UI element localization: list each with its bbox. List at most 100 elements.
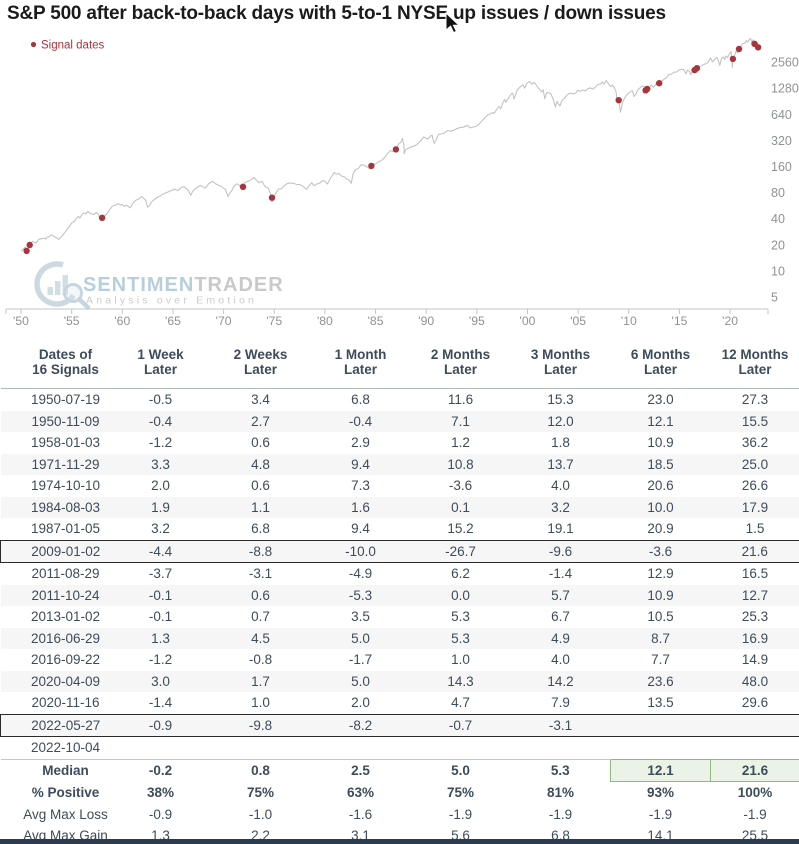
table-cell: 4.9	[551, 630, 570, 646]
table-cell: 0.6	[251, 435, 270, 451]
table-cell: 4.7	[451, 695, 470, 711]
y-axis-label: 1280	[771, 82, 799, 96]
table-cell: -3.1	[510, 713, 611, 737]
x-axis-label: '00	[520, 314, 536, 328]
table-row: 1971-11-29 3.3 4.8 9.4 10.8 13.7 18.5 25.0	[0, 453, 799, 475]
table-cell: -0.8	[248, 652, 273, 668]
table-cell: -0.7	[410, 713, 511, 737]
table-cell: 1.1	[251, 499, 270, 515]
signal-returns-table: Dates of 1 Week 2 Weeks 1 Month 2 Months 3 Mo…	[0, 340, 799, 844]
table-row: 1950-11-09 -0.4 2.7 -0.4 7.1 12.0 12.1 15.5	[0, 410, 799, 432]
column-header: Later	[410, 362, 511, 389]
table-row: 2022-10-04	[1, 737, 799, 760]
signal-date-cell: 2013-01-02	[30, 609, 101, 625]
table-cell: 0.8	[210, 758, 311, 782]
summary-row-median: Median -0.2 0.8 2.5 5.0 5.3 12.1 21.6	[0, 758, 799, 782]
table-cell: -1.2	[148, 435, 173, 451]
watermark-bar	[47, 287, 53, 295]
table-cell: 25.3	[741, 609, 769, 625]
table-cell: 0.7	[251, 609, 270, 625]
table-cell: 19.1	[547, 521, 574, 537]
x-axis-label: '85	[368, 314, 384, 328]
table-cell: 12.1	[647, 413, 674, 429]
table-cell: 1.2	[451, 435, 470, 451]
x-axis-label: '10	[621, 314, 637, 328]
table-cell: 5.3	[510, 758, 611, 782]
table-cell: 12.9	[647, 566, 674, 582]
table-row: 1987-01-05 3.2 6.8 9.4 15.2 19.1 20.9 1.5	[1, 518, 799, 540]
x-axis-label: '90	[418, 314, 434, 328]
watermark-bar	[62, 275, 68, 295]
signal-dot-legend-icon	[30, 41, 37, 48]
table-row: 2013-01-02 -0.1 0.7 3.5 5.3 6.7 10.5 25.3	[1, 606, 799, 628]
watermark-brand: SENTIMENTRADER	[83, 274, 284, 296]
table-cell: -1.6	[348, 806, 373, 822]
signal-date-cell: 2011-10-24	[31, 587, 100, 603]
table-cell: -9.6	[510, 539, 611, 563]
table-cell: -0.5	[148, 392, 173, 408]
table-row: 1958-01-03 -1.2 0.6 2.9 1.2 1.8 10.9 36.2	[1, 432, 799, 454]
column-header: Later	[110, 362, 211, 389]
table-row: 2016-09-22 -1.2 -0.8 -1.7 1.0 4.0 7.7 14.9	[1, 649, 799, 671]
signal-date-cell: 1950-07-19	[30, 392, 101, 408]
column-header: 2 Months	[430, 347, 491, 362]
table-cell: 25.0	[741, 456, 769, 472]
table-cell: -0.4	[348, 413, 373, 429]
signal-date-cell: 2022-10-04	[30, 740, 101, 756]
table-cell: 5.0	[351, 630, 370, 646]
summary-row-pct: % Positive 38% 75% 63% 75% 81% 93% 100%	[1, 782, 799, 804]
table-cell: 26.6	[741, 478, 769, 494]
table-header: Dates of 1 Week 2 Weeks 1 Month 2 Months 3 Mo…	[0, 340, 799, 389]
magnifier-handle	[77, 297, 91, 310]
table-row: 2011-08-29 -3.7 -3.1 -4.9 6.2 -1.4 12.9 16.5	[1, 563, 799, 585]
y-axis-label: 80	[771, 186, 785, 200]
sp500-price-chart[interactable]: SENTIMENTRADER Analysis over Emotion Sig…	[0, 0, 799, 338]
table-cell: 0.0	[451, 587, 470, 603]
table-row: 2009-01-02 -4.4 -8.8 -10.0 -26.7 -9.6 -3.6 21.6	[0, 539, 799, 563]
table-cell: 6.8	[351, 392, 370, 408]
table-cell	[710, 713, 799, 737]
table-cell: -5.3	[348, 587, 373, 603]
table-cell: 12.0	[547, 413, 574, 429]
x-axis-label: '60	[114, 314, 130, 328]
summary-label: % Positive	[31, 785, 100, 800]
table-cell: -8.8	[210, 539, 311, 563]
table-cell: 75%	[246, 785, 275, 800]
signal-dot	[729, 55, 737, 63]
x-axis-label: '80	[317, 314, 333, 328]
signal-date-cell: 1950-11-09	[31, 413, 100, 429]
table-cell: 6.7	[551, 609, 570, 625]
table-cell: -1.4	[148, 695, 173, 711]
column-header: Later	[210, 362, 311, 389]
table-cell: 1.0	[451, 652, 470, 668]
legend-label: Signal dates	[41, 40, 105, 52]
summary-label: Avg Max Loss	[23, 806, 108, 822]
signal-dot	[26, 241, 33, 249]
header-row: Dates of 1 Week 2 Weeks 1 Month 2 Months 3 Mo…	[1, 340, 799, 362]
table-cell: -4.4	[110, 539, 211, 563]
column-header: 1 Month	[334, 347, 387, 362]
column-header: 6 Months	[630, 347, 691, 362]
table-cell: -1.9	[548, 806, 573, 822]
table-cell: 23.0	[647, 392, 674, 408]
table-cell: 7.1	[451, 413, 470, 429]
signal-dot	[98, 214, 106, 221]
column-header: 1 Week	[137, 347, 184, 362]
table-cell: 2.7	[251, 413, 270, 429]
table-cell: 4.0	[551, 652, 570, 668]
table-cell	[511, 737, 611, 760]
table-cell	[711, 737, 799, 760]
table-cell: 3.3	[151, 456, 170, 472]
signal-dot	[239, 183, 247, 190]
signal-dot	[644, 85, 651, 93]
chart-axes: '50 '55 '60 '65 '70 '75 '80 '85 '90 '95 '00 '05 '10 '…	[5, 56, 799, 328]
table-cell: 8.7	[651, 630, 670, 646]
table-cell: 10.0	[647, 499, 674, 515]
table-cell	[411, 737, 511, 760]
table-cell: 1.6	[351, 499, 370, 515]
table-cell: 20.9	[647, 521, 674, 537]
table-cell: -8.2	[310, 713, 411, 737]
table-cell: 13.7	[547, 456, 574, 472]
table-cell: -3.7	[148, 566, 173, 582]
table-row: 2022-05-27 -0.9 -9.8 -8.2 -0.7 -3.1	[0, 713, 799, 737]
